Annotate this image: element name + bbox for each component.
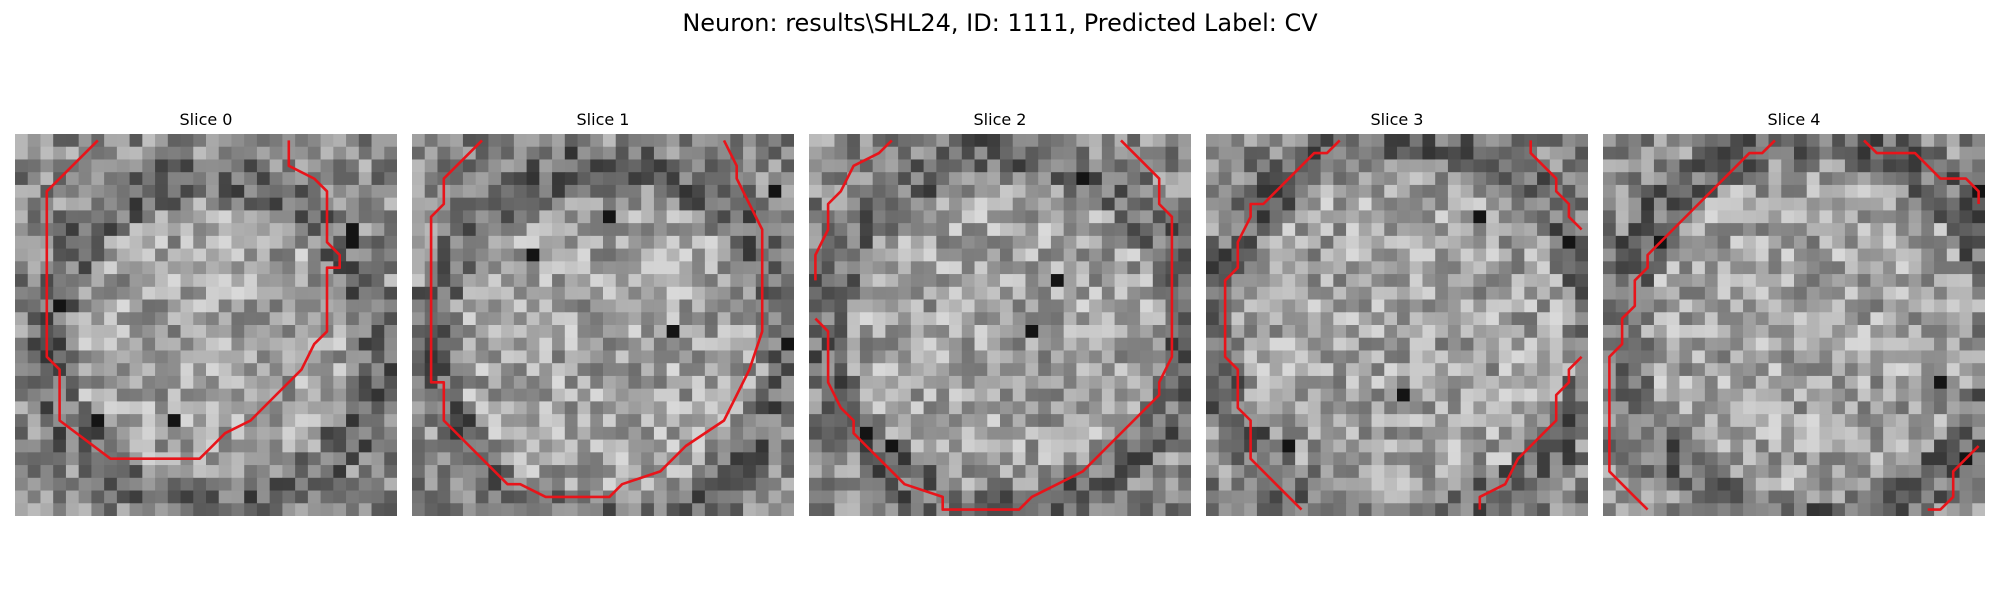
slice-image-4	[1603, 134, 1985, 516]
contour-line-1-0	[429, 139, 764, 499]
slice-image-0	[15, 134, 397, 516]
slice-svg-1	[412, 134, 794, 516]
slice-title-4: Slice 4	[1767, 110, 1821, 129]
slice-panel-4: Slice 4	[1603, 108, 1985, 516]
pixel-grid	[412, 134, 794, 516]
slice-image-3	[1206, 134, 1588, 516]
slice-svg-3	[1206, 134, 1588, 516]
contour-line-3-2	[1478, 355, 1583, 510]
slice-panel-2: Slice 2	[809, 108, 1191, 516]
contour-line-4-2	[1927, 445, 1980, 511]
contour-line-4-0	[1608, 139, 1776, 511]
slice-image-1	[412, 134, 794, 516]
pixel-grid	[1603, 134, 1985, 516]
slice-svg-2	[809, 134, 1191, 516]
pixel-grid	[1206, 134, 1588, 516]
pixel-grid	[15, 134, 397, 516]
slice-image-2	[809, 134, 1191, 516]
slice-title-3: Slice 3	[1370, 110, 1424, 129]
figure-title: Neuron: results\SHL24, ID: 1111, Predict…	[682, 9, 1318, 37]
slice-title-2: Slice 2	[973, 110, 1027, 129]
pixel-grid	[809, 134, 1191, 516]
contour-line-2-0	[814, 139, 893, 281]
slice-panel-3: Slice 3	[1206, 108, 1588, 516]
slice-title-1: Slice 1	[576, 110, 630, 129]
contour-line-3-0	[1223, 139, 1341, 511]
slice-svg-0	[15, 134, 397, 516]
slice-svg-4	[1603, 134, 1985, 516]
contour-line-0-0	[45, 139, 342, 461]
contour-line-4-1	[1863, 139, 1980, 204]
slice-panel-1: Slice 1	[412, 108, 794, 516]
slice-title-0: Slice 0	[179, 110, 233, 129]
slice-panel-0: Slice 0	[15, 108, 397, 516]
contour-line-2-1	[814, 139, 1174, 511]
contour-line-3-1	[1529, 140, 1583, 231]
